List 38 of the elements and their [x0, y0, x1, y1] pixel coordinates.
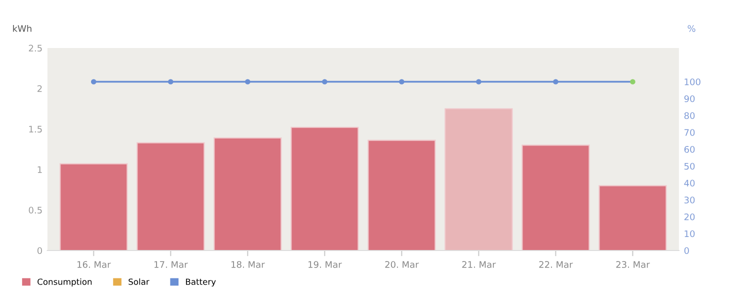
y2-tick-label: 80 [684, 112, 695, 120]
y-axis-title: kWh [13, 24, 32, 32]
y2-tick-label: 60 [684, 146, 695, 153]
y2-tick-label: 100 [684, 78, 700, 86]
bar [136, 142, 205, 250]
legend-label: Battery [186, 278, 216, 286]
y-tick-label: 1 [38, 166, 42, 173]
x-tick-label: 17. Mar [154, 261, 188, 268]
y-tick-label: 2 [38, 85, 42, 92]
x-tick-label: 18. Mar [232, 261, 265, 268]
bar [368, 140, 436, 250]
y2-tick-label: 70 [684, 129, 695, 136]
legend-label: Solar [128, 278, 150, 285]
bar [598, 185, 667, 250]
y-tick-label: 0 [37, 247, 42, 254]
bar [214, 137, 282, 250]
x-tick-label: 21. Mar [462, 261, 496, 268]
y2-tick-label: 0 [684, 247, 689, 254]
bar [444, 108, 513, 250]
y2-tick-label: 30 [684, 196, 695, 204]
x-tick-label: 20. Mar [385, 261, 419, 268]
y2-tick-label: 10 [684, 230, 695, 238]
x-tick-label: 23. Mar [616, 261, 650, 268]
y2-tick-label: 90 [684, 95, 695, 102]
y2-tick-label: 50 [684, 162, 695, 170]
x-tick-label: 19. Mar [308, 261, 342, 268]
legend-label: Consumption [38, 278, 92, 286]
bar [60, 163, 128, 250]
x-tick-label: 16. Mar [78, 261, 111, 268]
y2-tick-label: 20 [684, 213, 695, 220]
y-tick-label: 1.5 [29, 126, 42, 133]
y2-tick-label: 40 [684, 180, 695, 187]
y-tick-label: 2.5 [28, 44, 42, 52]
x-tick-label: 22. Mar [539, 261, 573, 268]
y2-axis-title: % [688, 25, 696, 32]
bar [290, 126, 359, 250]
bar [522, 144, 590, 250]
y-tick-label: 0.5 [28, 206, 42, 214]
